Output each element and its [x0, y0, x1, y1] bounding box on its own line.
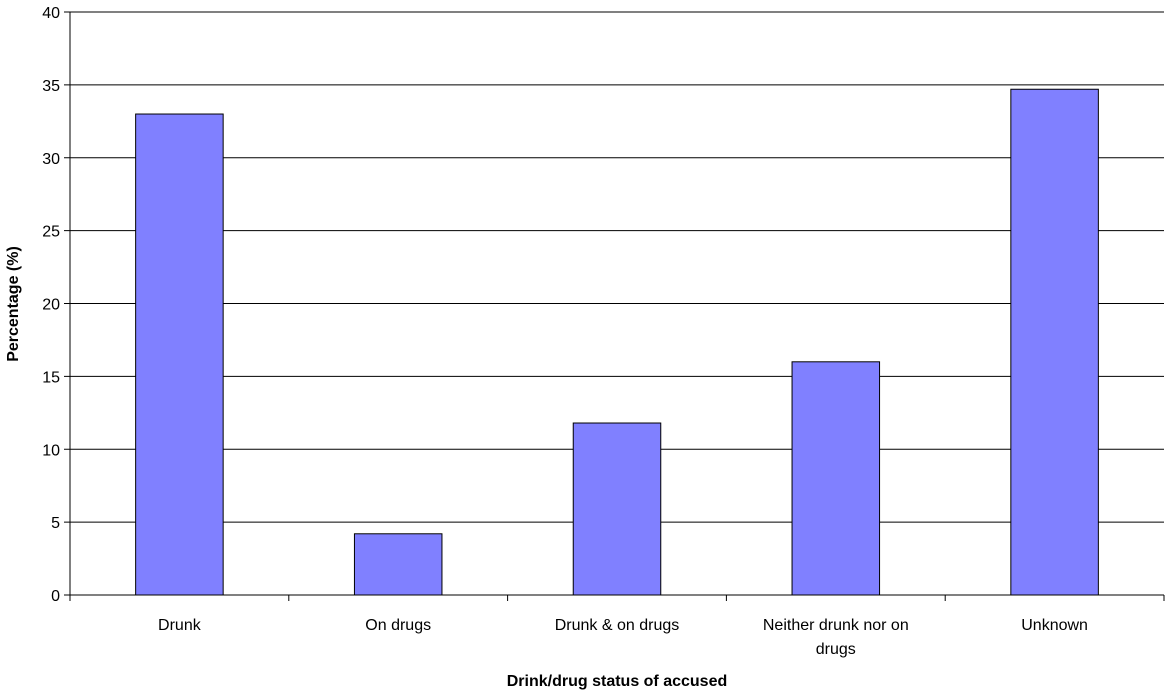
bar-on-drugs	[353, 533, 443, 596]
x-tick-label-line: Neither drunk nor on	[763, 617, 909, 634]
y-tick-labels: 0 5 10 15 20 25 30 35 40	[42, 5, 60, 605]
x-tick-label: Unknown	[1021, 617, 1088, 634]
x-tick-label: On drugs	[365, 617, 431, 634]
x-tick-labels: Drunk On drugs Drunk & on drugs Neither dru…	[158, 617, 1088, 658]
y-tick-label: 30	[42, 151, 60, 168]
x-tick-label: Drunk & on drugs	[555, 617, 680, 634]
x-tick-label-line: Unknown	[1021, 617, 1088, 634]
x-tick-label-line: drugs	[816, 641, 856, 658]
y-tick-label: 20	[42, 297, 60, 314]
y-tick-label: 10	[42, 442, 60, 459]
y-tick-label: 25	[42, 224, 60, 241]
gridlines	[70, 11, 1164, 523]
bars	[135, 88, 1099, 596]
y-tick-label: 40	[42, 5, 60, 22]
y-axis-title: Percentage (%)	[5, 246, 22, 362]
bar-neither-drunk-nor-on-drugs	[791, 361, 881, 596]
x-tick-label-line: Drunk	[158, 617, 202, 634]
bar-drunk	[135, 113, 224, 596]
axes	[64, 11, 1165, 601]
x-tick-label: Drunk	[158, 617, 202, 634]
bar-drunk-on-drugs	[572, 422, 662, 596]
x-tick-label: Neither drunk nor on drugs	[763, 617, 909, 658]
x-tick-label-line: Drunk & on drugs	[555, 617, 680, 634]
bar-unknown	[1010, 88, 1099, 596]
y-tick-label: 35	[42, 78, 60, 95]
y-tick-label: 0	[51, 588, 60, 605]
x-axis-title: Drink/drug status of accused	[507, 673, 728, 690]
x-tick-label-line: On drugs	[365, 617, 431, 634]
y-tick-label: 15	[42, 369, 60, 386]
y-tick-label: 5	[51, 515, 60, 532]
